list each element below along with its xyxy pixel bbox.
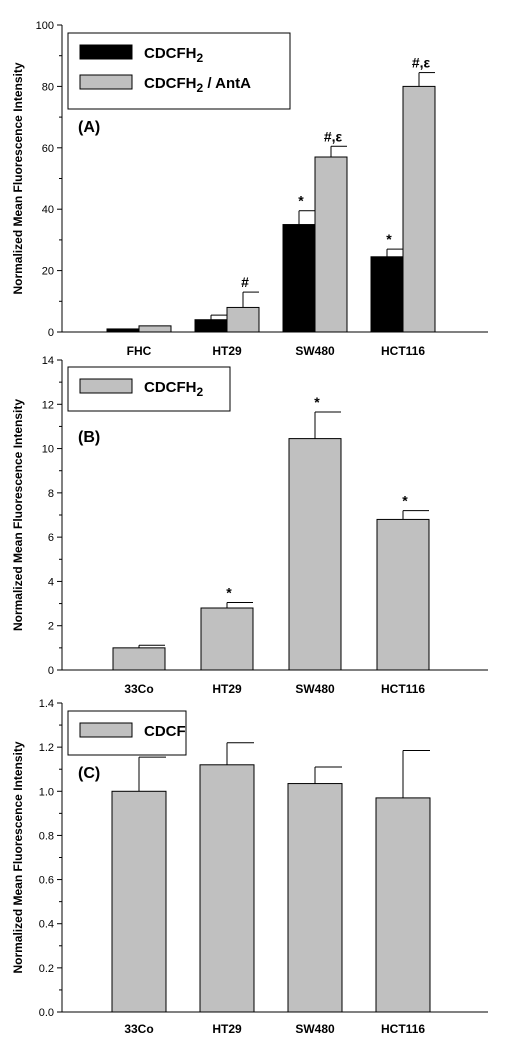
y-tick-label: 10	[42, 444, 54, 456]
bar-hct116-series-0	[375, 797, 431, 1013]
panel-label: (C)	[78, 765, 100, 782]
y-tick-label: 0.4	[39, 919, 54, 931]
x-tick-label: FHC	[127, 344, 152, 358]
y-tick-label: 0.8	[39, 830, 54, 842]
panel-b-chart: 0 2 4 6 8 10 12 14 Normalized Mean Fluorescence …	[11, 355, 488, 696]
x-tick-label: SW480	[295, 1022, 335, 1036]
y-tick-label: 6	[48, 532, 54, 544]
panel-a-chart: 0 20 40 60 80 100 Normalized Mean Fluorescence…	[11, 20, 488, 358]
y-tick-label: 0.0	[39, 1007, 54, 1019]
significance-marker: #,ε	[412, 55, 431, 71]
significance-marker: *	[314, 394, 320, 410]
y-tick-label: 12	[42, 399, 54, 411]
y-tick-label: 0	[48, 665, 54, 677]
y-tick-label: 100	[36, 20, 54, 32]
bar-fhc-series-0	[106, 328, 140, 333]
y-tick-label: 4	[48, 576, 54, 588]
x-tick-label: SW480	[295, 344, 335, 358]
y-axis-label: Normalized Mean Fluorescence Intensity	[11, 62, 25, 294]
y-tick-label: 20	[42, 266, 54, 278]
y-tick-label: 1.2	[39, 742, 54, 754]
bar-sw480-series-1	[314, 156, 348, 333]
legend-label: CDCFH2​	[144, 45, 204, 65]
y-tick-label: 60	[42, 143, 54, 155]
significance-marker: *	[226, 584, 232, 600]
bar-sw480-series-0	[288, 438, 342, 671]
bar-ht29-series-1	[226, 306, 260, 333]
y-tick-label: 1.0	[39, 786, 54, 798]
bar-33co-series-0	[112, 647, 166, 671]
x-tick-label: 33Co	[124, 682, 153, 696]
x-tick-label: HCT116	[381, 682, 425, 696]
legend-swatch	[79, 378, 133, 394]
significance-marker: #,ε	[324, 128, 343, 144]
significance-marker: *	[386, 231, 392, 247]
panel-label: (A)	[78, 119, 100, 136]
significance-marker: *	[402, 493, 408, 509]
x-tick-label: 33Co	[124, 1022, 153, 1036]
significance-marker: *	[298, 193, 304, 209]
x-tick-label: SW480	[295, 682, 335, 696]
bar-hct116-series-0	[376, 518, 430, 671]
bar-ht29-series-0	[194, 319, 228, 333]
panel-label: (B)	[78, 429, 100, 446]
bar-hct116-series-1	[402, 85, 436, 333]
bar-sw480-series-0	[287, 783, 343, 1013]
legend-swatch	[79, 74, 133, 90]
bar-ht29-series-0	[199, 764, 255, 1013]
x-tick-label: HT29	[212, 1022, 242, 1036]
x-tick-label: HCT116	[381, 1022, 425, 1036]
y-tick-label: 40	[42, 204, 54, 216]
legend-swatch	[79, 722, 133, 738]
bar-hct116-series-0	[370, 256, 404, 333]
y-tick-label: 2	[48, 621, 54, 633]
y-tick-label: 8	[48, 488, 54, 500]
y-axis-label: Normalized Mean Fluorescence Intensity	[11, 399, 25, 631]
legend-swatch	[79, 44, 133, 60]
legend-label: CDCFH2​ / AntA	[144, 75, 251, 95]
x-tick-label: HT29	[212, 682, 242, 696]
y-tick-label: 0	[48, 327, 54, 339]
y-axis-label: Normalized Mean Fluorescence Intensity	[11, 741, 25, 973]
y-tick-label: 1.4	[39, 698, 54, 710]
bar-sw480-series-0	[282, 224, 316, 333]
y-tick-label: 0.6	[39, 875, 54, 887]
legend-label: CDCF	[144, 723, 186, 740]
panel-c-chart: 0.0 0.2 0.4 0.6 0.8 1.0 1.2 1.4 Normalized Mean …	[11, 698, 488, 1036]
bar-33co-series-0	[111, 790, 167, 1013]
significance-marker: #	[241, 274, 249, 290]
x-tick-label: HCT116	[381, 344, 425, 358]
bar-ht29-series-0	[200, 607, 254, 671]
legend-label: CDCFH2​	[144, 379, 204, 399]
bar-fhc-series-1	[138, 325, 172, 333]
y-tick-label: 14	[42, 355, 54, 367]
x-tick-label: HT29	[212, 344, 242, 358]
y-tick-label: 0.2	[39, 963, 54, 975]
y-tick-label: 80	[42, 81, 54, 93]
